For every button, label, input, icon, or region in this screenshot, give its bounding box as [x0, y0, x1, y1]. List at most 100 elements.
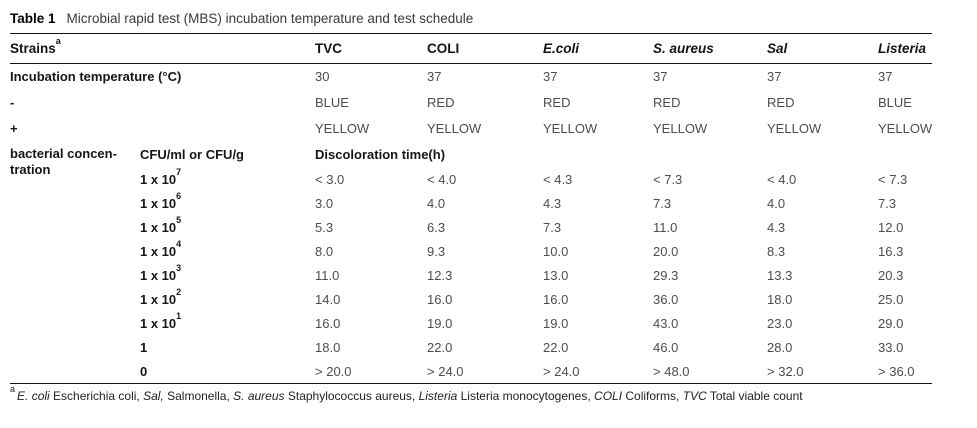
row-negative-result: - BLUE RED RED RED RED BLUE	[10, 90, 932, 116]
row-label: 1 x 102	[140, 286, 182, 307]
row-label: 1 x 103	[140, 262, 182, 283]
cell: 19.0	[427, 316, 453, 331]
cell: 46.0	[653, 340, 679, 355]
cell-empty	[10, 288, 140, 312]
cell: 11.0	[653, 220, 678, 235]
cell: YELLOW	[653, 121, 708, 136]
cell: 37	[543, 69, 558, 85]
cell: YELLOW	[878, 121, 933, 136]
cell: 33.0	[878, 340, 904, 355]
cell: < 7.3	[878, 172, 908, 187]
cell: 8.0	[315, 244, 334, 259]
cfu-unit-label: CFU/ml or CFU/g	[140, 147, 244, 162]
table-row: 1 x 104 8.0 9.3 10.0 20.0 8.3 16.3	[10, 238, 932, 264]
cell-empty	[10, 192, 140, 216]
row-label: 1 x 105	[140, 214, 182, 235]
cell: 4.3	[543, 196, 562, 211]
header-strains-superscript: a	[55, 35, 61, 46]
cell: YELLOW	[427, 121, 482, 136]
cell: < 4.3	[543, 172, 573, 187]
cell: 28.0	[767, 340, 793, 355]
cell: < 4.0	[767, 172, 797, 187]
cell: 16.0	[427, 292, 453, 307]
table-caption: Table 1 Microbial rapid test (MBS) incuba…	[10, 11, 473, 26]
cell: 18.0	[767, 292, 793, 307]
cell: 5.3	[315, 220, 334, 235]
row-label: bacterial concen-tration	[10, 142, 140, 177]
cell-empty	[10, 264, 140, 288]
row-label: 1 x 107	[140, 166, 182, 187]
cell: 25.0	[878, 292, 904, 307]
row-label: -	[10, 95, 15, 110]
cell: < 4.0	[427, 172, 457, 187]
cell: < 3.0	[315, 172, 345, 187]
cell: 29.0	[878, 316, 904, 331]
cell: 13.3	[767, 268, 793, 283]
table-number: Table 1	[10, 11, 56, 26]
cell: 13.0	[543, 268, 569, 283]
data-table: Strainsa TVC COLI E.coli S. aureus Sal L…	[10, 33, 932, 384]
cell: RED	[427, 95, 455, 110]
row-label: 1 x 101	[140, 310, 182, 331]
table-row: 1 x 103 11.0 12.3 13.0 29.3 13.3 20.3	[10, 262, 932, 288]
header-coli: COLI	[427, 41, 460, 56]
cell: 16.0	[543, 292, 569, 307]
cell: 7.3	[653, 196, 672, 211]
cell: > 32.0	[767, 363, 804, 379]
cell-empty	[10, 336, 140, 360]
row-concentration-header: bacterial concen-tration CFU/ml or CFU/g…	[10, 142, 932, 177]
cell: 7.3	[878, 196, 897, 211]
table-row: 1 18.0 22.0 22.0 46.0 28.0 33.0	[10, 336, 932, 360]
row-label: 1 x 104	[140, 238, 182, 259]
cell: 43.0	[653, 316, 679, 331]
cell: 4.3	[767, 220, 786, 235]
cell: BLUE	[315, 95, 349, 110]
cell: 4.0	[427, 196, 446, 211]
cell: 10.0	[543, 244, 569, 259]
cell-empty	[10, 240, 140, 264]
row-label: Incubation temperature (°C)	[10, 69, 182, 85]
bacterial-concentration-label: bacterial concen-tration	[10, 146, 117, 177]
cell: 9.3	[427, 244, 446, 259]
cell: > 24.0	[427, 363, 464, 379]
cell: RED	[653, 95, 681, 110]
cell: 20.3	[878, 268, 904, 283]
cell: 16.3	[878, 244, 904, 259]
row-positive-result: + YELLOW YELLOW YELLOW YELLOW YELLOW YEL…	[10, 116, 932, 142]
cell: 19.0	[543, 316, 569, 331]
row-label: 1 x 106	[140, 190, 182, 211]
table-row: 0 > 20.0 > 24.0 > 24.0 > 48.0 > 32.0 > 3…	[10, 360, 933, 384]
cell: > 20.0	[315, 363, 352, 379]
row-label: +	[10, 121, 18, 136]
discoloration-time-label: Discoloration time(h)	[315, 147, 446, 162]
footnote-superscript: a	[10, 384, 16, 394]
cell: 22.0	[543, 340, 569, 355]
cell: 29.3	[653, 268, 679, 283]
cell: 14.0	[315, 292, 341, 307]
cell: > 48.0	[653, 363, 690, 379]
cell: RED	[543, 95, 571, 110]
cell: YELLOW	[315, 121, 370, 136]
table-caption-text: Microbial rapid test (MBS) incubation te…	[66, 11, 474, 26]
cell: 18.0	[315, 340, 341, 355]
cell: 37	[767, 69, 782, 85]
cell-empty	[10, 216, 140, 240]
cell-empty	[10, 360, 140, 384]
cell: BLUE	[878, 95, 912, 110]
cell: 16.0	[315, 316, 341, 331]
header-listeria: Listeria	[878, 41, 927, 56]
table-row: 1 x 101 16.0 19.0 19.0 43.0 23.0 29.0	[10, 310, 932, 336]
cell: 37	[653, 69, 668, 85]
cell: 3.0	[315, 196, 334, 211]
header-saureus: S. aureus	[653, 41, 714, 56]
cell-empty	[10, 312, 140, 336]
cell: 11.0	[315, 268, 340, 283]
table-row: 1 x 107 < 3.0 < 4.0 < 4.3 < 7.3 < 4.0 < …	[10, 166, 932, 192]
cell: > 24.0	[543, 363, 580, 379]
cell: YELLOW	[543, 121, 598, 136]
cell: > 36.0	[878, 363, 915, 379]
row-label: 1	[140, 340, 148, 355]
table-footnote: a E. coli Escherichia coli, Sal, Salmonel…	[10, 384, 803, 404]
cell: 37	[427, 69, 442, 85]
